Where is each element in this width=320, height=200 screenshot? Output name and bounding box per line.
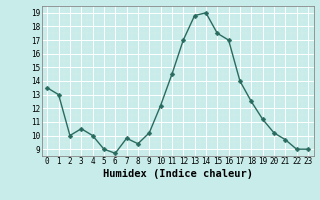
X-axis label: Humidex (Indice chaleur): Humidex (Indice chaleur) — [103, 169, 252, 179]
